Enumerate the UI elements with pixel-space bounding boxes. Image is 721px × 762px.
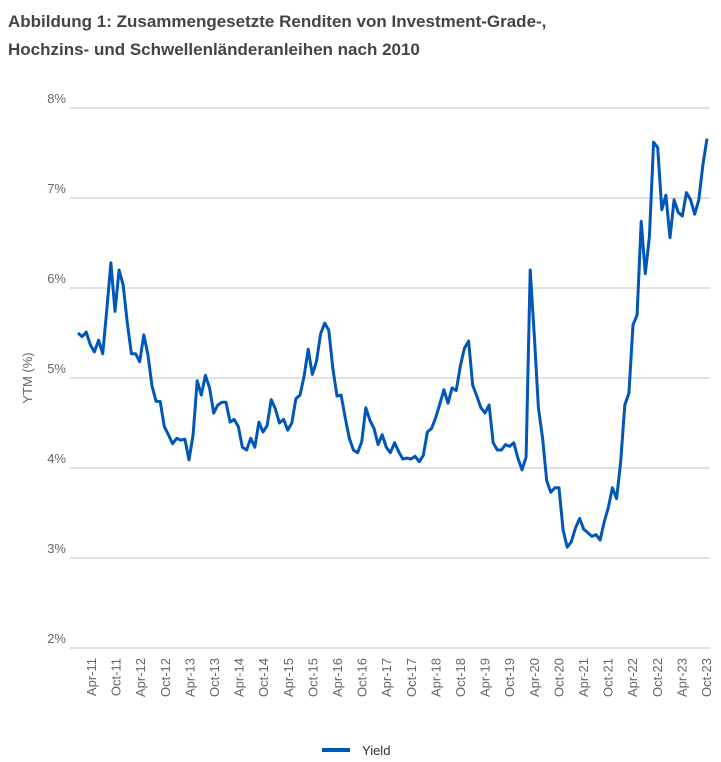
y-tick-label: 4% [47,451,66,466]
y-tick-label: 2% [47,631,66,646]
x-tick-label: Oct-22 [650,658,665,697]
chart-title: Abbildung 1: Zusammengesetzte Renditen v… [8,8,546,64]
y-tick-label: 8% [47,91,66,106]
series-line-yield [77,138,709,549]
x-tick-label: Oct-17 [404,658,419,697]
y-axis-label: YTM (%) [20,352,35,403]
x-tick-label: Apr-22 [625,658,640,697]
x-tick-label: Oct-14 [256,658,271,697]
y-tick-label: 7% [47,181,66,196]
title-line-2: Hochzins- und Schwellenländeranleihen na… [8,40,420,59]
x-tick-label: Oct-20 [551,658,566,697]
x-tick-label: Apr-14 [232,658,247,697]
x-tick-label: Apr-20 [527,658,542,697]
y-tick-label: 6% [47,271,66,286]
legend: Yield [322,743,390,758]
x-tick-label: Apr-19 [478,658,493,697]
y-tick-label: 3% [47,541,66,556]
x-tick-label: Oct-15 [305,658,320,697]
x-tick-label: Oct-16 [355,658,370,697]
x-tick-label: Apr-23 [674,658,689,697]
x-tick-label: Oct-11 [109,658,124,696]
x-tick-label: Apr-16 [330,658,345,697]
x-tick-label: Apr-21 [576,658,591,697]
x-tick-label: Apr-12 [133,658,148,697]
x-tick-label: Oct-12 [158,658,173,697]
x-tick-label: Oct-13 [207,658,222,697]
title-line-1: Abbildung 1: Zusammengesetzte Renditen v… [8,12,547,31]
legend-label-yield: Yield [362,743,390,758]
x-tick-label: Oct-18 [453,658,468,697]
y-tick-label: 5% [47,361,66,376]
x-tick-label: Oct-23 [699,658,714,697]
x-tick-label: Apr-15 [281,658,296,697]
x-tick-label: Apr-17 [379,658,394,697]
x-tick-label: Apr-11 [84,658,99,696]
x-tick-label: Apr-13 [182,658,197,697]
x-tick-label: Apr-18 [428,658,443,697]
x-tick-label: Oct-21 [601,658,616,697]
x-tick-label: Oct-19 [502,658,517,697]
